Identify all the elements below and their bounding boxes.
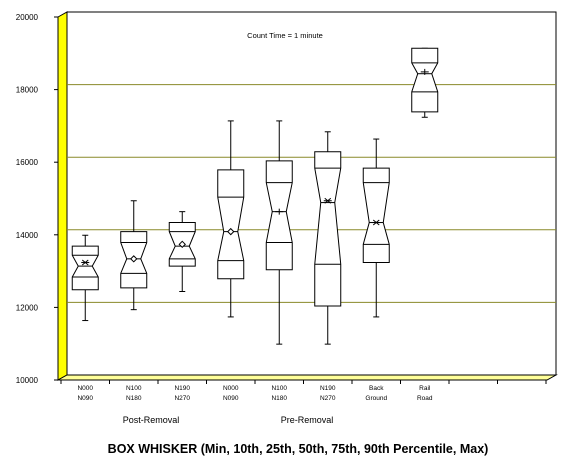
boxes [71,47,439,345]
category-label-7-line2: Road [417,395,433,402]
category-label-1-line1: N100 [126,385,142,392]
category-label-6-line1: Back [369,385,384,392]
mean-marker-3 [227,227,235,236]
box-3 [217,120,245,318]
y-tick-label-18000: 18000 [16,86,39,95]
category-label-4-line2: N180 [271,395,287,402]
box-body-6 [362,167,390,263]
category-label-1-line2: N180 [126,395,142,402]
y-tick-label-20000: 20000 [16,13,39,22]
y-tick-label-10000: 10000 [16,376,39,385]
category-label-2-line2: N270 [174,395,190,402]
category-labels: N000 N090 N100 N180 N190 N270 N000 N090 N100 N180… [77,385,432,402]
chart-title: BOX WHISKER (Min, 10th, 25th, 50th, 75th… [108,442,489,456]
box-body-0 [71,245,99,291]
box-body-7 [411,47,439,113]
floor [56,374,558,381]
y-tick-label-12000: 12000 [16,303,39,312]
box-5 [314,131,342,345]
y-tick-label-14000: 14000 [16,231,39,240]
mean-marker-1 [130,255,138,263]
box-0 [71,234,99,322]
side-wall [57,11,68,381]
category-label-5-line1: N190 [320,385,336,392]
category-label-3-line2: N090 [223,395,239,402]
box-body-5 [314,151,342,307]
box-6 [362,138,390,318]
category-label-2-line1: N190 [174,385,190,392]
y-tick-label-16000: 16000 [16,158,39,167]
category-label-4-line1: N100 [271,385,287,392]
category-label-7-line1: Rail [419,385,431,392]
annotation-count-time: Count Time = 1 minute [247,31,323,40]
category-label-5-line2: N270 [320,395,336,402]
category-label-0-line2: N090 [77,395,93,402]
plot-area [66,11,557,376]
box-4 [265,120,293,345]
box-7 [411,47,439,118]
box-2 [168,211,196,293]
y-axis-ticks: 10000 12000 14000 16000 18000 20000 [16,13,58,385]
category-label-6-line2: Ground [365,395,387,402]
x-axis-ticks [60,380,547,384]
gridlines [67,84,556,303]
mean-marker-2 [178,240,186,249]
category-label-0-line1: N000 [77,385,93,392]
group-label-post-removal: Post-Removal [123,415,180,425]
box-1 [120,200,148,311]
category-label-3-line1: N000 [223,385,239,392]
group-label-pre-removal: Pre-Removal [281,415,334,425]
